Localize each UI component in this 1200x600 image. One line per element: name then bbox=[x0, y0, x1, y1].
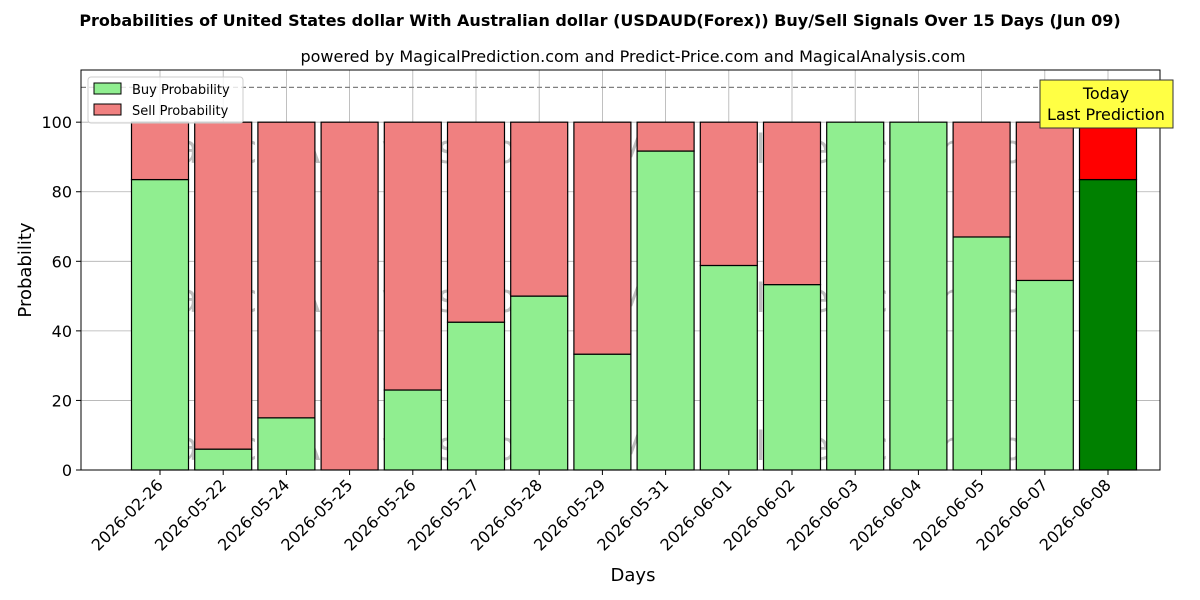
sell-bar bbox=[762, 121, 822, 286]
chart-subtitle: powered by MagicalPrediction.com and Pre… bbox=[300, 47, 965, 66]
buy-bar bbox=[383, 389, 442, 471]
buy-bar bbox=[446, 321, 506, 471]
sell-bar bbox=[1015, 121, 1074, 282]
buy-bar bbox=[130, 178, 190, 471]
y-tick-label: 0 bbox=[62, 461, 72, 480]
y-tick-label: 40 bbox=[52, 322, 72, 341]
y-tick-label: 80 bbox=[52, 183, 72, 202]
buy-bar bbox=[699, 264, 758, 471]
y-tick-label: 60 bbox=[52, 252, 72, 271]
y-axis-label: Probability bbox=[15, 222, 36, 317]
sell-bar bbox=[383, 121, 442, 391]
sell-bar bbox=[952, 121, 1011, 238]
sell-bar bbox=[636, 121, 695, 152]
buy-bar bbox=[826, 121, 885, 471]
legend-swatch-sell bbox=[93, 103, 122, 116]
legend-box bbox=[87, 76, 244, 124]
legend-swatch-buy bbox=[93, 82, 122, 95]
annotation-line-1: Today bbox=[1082, 84, 1129, 103]
bars bbox=[130, 121, 1138, 471]
sell-bar bbox=[510, 121, 569, 297]
sell-bar bbox=[130, 121, 190, 181]
sell-bar bbox=[257, 121, 316, 419]
x-axis-label: Days bbox=[611, 565, 656, 586]
y-tick-label: 100 bbox=[41, 113, 72, 132]
buy-bar bbox=[1078, 178, 1138, 471]
sell-bar bbox=[573, 121, 632, 355]
chart-title: Probabilities of United States dollar Wi… bbox=[79, 11, 1120, 30]
buy-bar bbox=[510, 295, 569, 471]
buy-bar bbox=[889, 121, 948, 471]
annotation-box bbox=[1039, 79, 1174, 129]
buy-bar bbox=[1015, 279, 1074, 471]
today-annotation: Today Last Prediction bbox=[1039, 79, 1174, 129]
sell-bar bbox=[1078, 121, 1138, 181]
buy-bar bbox=[257, 417, 316, 471]
x-axis-ticks: 2026-02-262026-05-222026-05-242026-05-25… bbox=[88, 470, 1115, 555]
annotation-line-2: Last Prediction bbox=[1047, 105, 1165, 124]
sell-bar bbox=[194, 121, 253, 450]
sell-bar bbox=[446, 121, 506, 323]
legend: Buy Probability Sell Probability bbox=[87, 76, 244, 124]
legend-label-sell: Sell Probability bbox=[132, 104, 229, 119]
buy-bar bbox=[952, 236, 1011, 471]
buy-bar bbox=[762, 284, 822, 471]
buy-bar bbox=[573, 353, 632, 471]
plot-frame bbox=[80, 69, 1161, 471]
legend-label-buy: Buy Probability bbox=[132, 83, 230, 98]
buy-bar bbox=[194, 448, 253, 471]
y-axis-ticks: 0 20 40 60 80 100 bbox=[41, 113, 81, 480]
buy-bar bbox=[636, 150, 695, 471]
sell-bar bbox=[320, 121, 379, 471]
sell-bar bbox=[699, 121, 758, 267]
y-tick-label: 20 bbox=[52, 391, 72, 410]
